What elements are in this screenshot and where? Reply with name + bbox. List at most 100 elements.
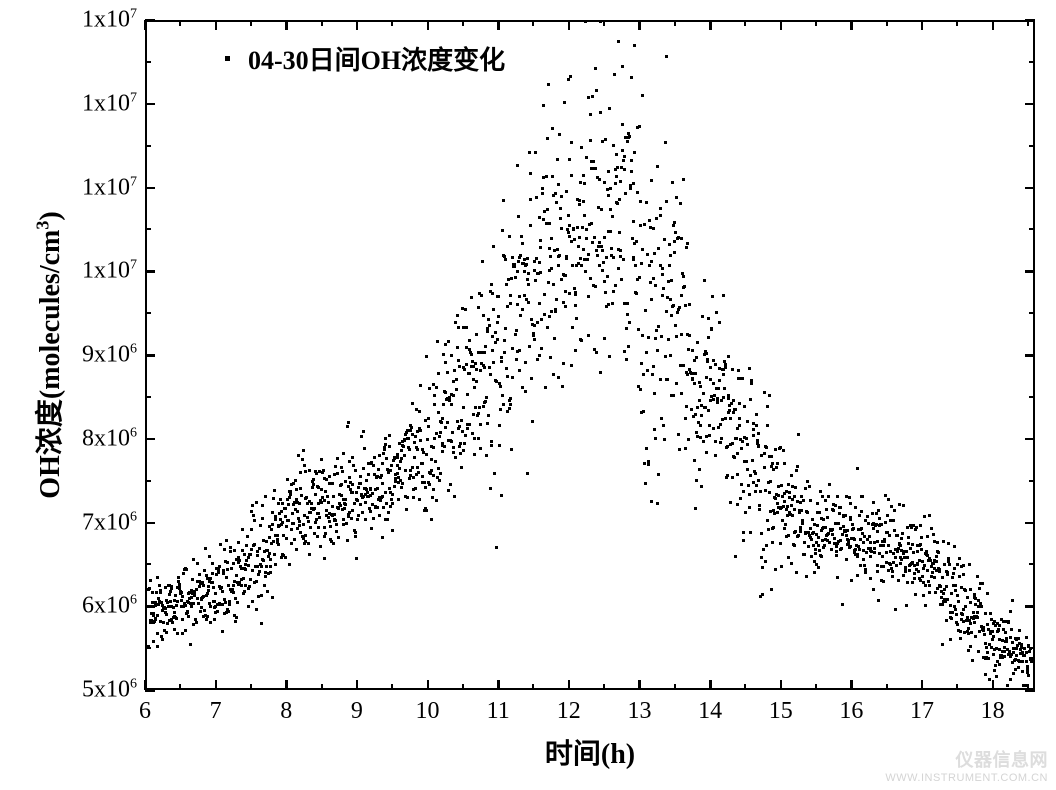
x-tick-label: 8 xyxy=(280,698,292,725)
y-tick xyxy=(145,103,155,106)
y-tick-label: 8x106 xyxy=(55,425,137,452)
y-tick xyxy=(145,19,155,22)
x-tick xyxy=(850,680,853,690)
x-minor-tick-top xyxy=(674,20,676,26)
x-minor-tick xyxy=(956,684,958,690)
x-tick xyxy=(427,680,430,690)
x-tick xyxy=(285,680,288,690)
x-tick-label: 15 xyxy=(769,698,793,725)
x-tick-label: 16 xyxy=(839,698,863,725)
legend-marker-icon xyxy=(225,56,230,61)
x-minor-tick xyxy=(462,684,464,690)
x-minor-tick xyxy=(674,684,676,690)
x-tick-top xyxy=(427,20,430,30)
x-tick xyxy=(638,680,641,690)
y-minor-tick xyxy=(145,61,151,63)
x-tick-top xyxy=(850,20,853,30)
y-tick xyxy=(145,187,155,190)
y-tick-right xyxy=(1025,187,1035,190)
x-minor-tick xyxy=(815,684,817,690)
x-tick xyxy=(780,680,783,690)
y-tick-label: 5x106 xyxy=(55,677,137,704)
x-minor-tick-top xyxy=(956,20,958,26)
y-minor-tick xyxy=(145,480,151,482)
y-tick xyxy=(145,522,155,525)
y-tick xyxy=(145,438,155,441)
x-tick-top xyxy=(921,20,924,30)
y-minor-tick xyxy=(145,563,151,565)
x-minor-tick-top xyxy=(462,20,464,26)
y-minor-tick xyxy=(145,312,151,314)
x-tick xyxy=(356,680,359,690)
x-minor-tick xyxy=(886,684,888,690)
y-tick xyxy=(145,354,155,357)
x-tick-label: 7 xyxy=(210,698,222,725)
y-minor-tick-right xyxy=(1029,312,1035,314)
x-tick-label: 11 xyxy=(487,698,510,725)
x-tick-top xyxy=(638,20,641,30)
x-tick-label: 18 xyxy=(981,698,1005,725)
x-tick-top xyxy=(992,20,995,30)
chart-container: 04-30日间OH浓度变化 时间(h) OH浓度(molecules/cm3) … xyxy=(0,0,1056,790)
y-tick-label: 6x106 xyxy=(55,593,137,620)
x-tick-top xyxy=(144,20,147,30)
x-minor-tick xyxy=(603,684,605,690)
x-axis-title: 时间(h) xyxy=(545,732,635,772)
y-minor-tick-right xyxy=(1029,480,1035,482)
y-tick xyxy=(145,689,155,692)
x-tick-label: 14 xyxy=(698,698,722,725)
x-tick-label: 6 xyxy=(139,698,151,725)
y-minor-tick-right xyxy=(1029,563,1035,565)
x-tick xyxy=(568,680,571,690)
y-tick-right xyxy=(1025,270,1035,273)
legend: 04-30日间OH浓度变化 xyxy=(225,40,505,77)
x-tick-top xyxy=(356,20,359,30)
x-minor-tick-top xyxy=(532,20,534,26)
x-minor-tick-top xyxy=(250,20,252,26)
x-tick-top xyxy=(568,20,571,30)
y-tick-label: 7x106 xyxy=(55,509,137,536)
x-minor-tick-top xyxy=(321,20,323,26)
x-tick-top xyxy=(780,20,783,30)
x-tick-top xyxy=(497,20,500,30)
x-tick-label: 12 xyxy=(557,698,581,725)
y-minor-tick-right xyxy=(1029,61,1035,63)
y-tick-right xyxy=(1025,522,1035,525)
x-tick-label: 10 xyxy=(416,698,440,725)
x-tick xyxy=(992,680,995,690)
x-tick-label: 9 xyxy=(351,698,363,725)
y-minor-tick-right xyxy=(1029,228,1035,230)
x-minor-tick xyxy=(250,684,252,690)
y-tick-label: 1x107 xyxy=(55,258,137,285)
y-minor-tick-right xyxy=(1029,396,1035,398)
x-minor-tick-top xyxy=(603,20,605,26)
y-minor-tick xyxy=(145,396,151,398)
y-tick-label: 1x107 xyxy=(55,174,137,201)
x-tick-label: 17 xyxy=(910,698,934,725)
plot-area xyxy=(145,20,1035,690)
x-tick xyxy=(497,680,500,690)
y-tick-label: 1x107 xyxy=(55,7,137,34)
y-tick-right xyxy=(1025,103,1035,106)
x-tick-top xyxy=(215,20,218,30)
y-tick-right xyxy=(1025,438,1035,441)
legend-label: 04-30日间OH浓度变化 xyxy=(248,40,505,77)
x-minor-tick xyxy=(391,684,393,690)
x-minor-tick-top xyxy=(179,20,181,26)
x-minor-tick xyxy=(179,684,181,690)
y-tick-right xyxy=(1025,19,1035,22)
x-minor-tick xyxy=(321,684,323,690)
x-tick xyxy=(709,680,712,690)
y-minor-tick xyxy=(145,145,151,147)
x-minor-tick-top xyxy=(886,20,888,26)
x-minor-tick-top xyxy=(815,20,817,26)
y-tick-right xyxy=(1025,605,1035,608)
y-tick-label: 1x107 xyxy=(55,90,137,117)
x-tick-top xyxy=(285,20,288,30)
x-minor-tick-top xyxy=(744,20,746,26)
x-minor-tick xyxy=(744,684,746,690)
y-tick-right xyxy=(1025,354,1035,357)
y-minor-tick-right xyxy=(1029,145,1035,147)
x-tick xyxy=(921,680,924,690)
y-minor-tick xyxy=(145,228,151,230)
